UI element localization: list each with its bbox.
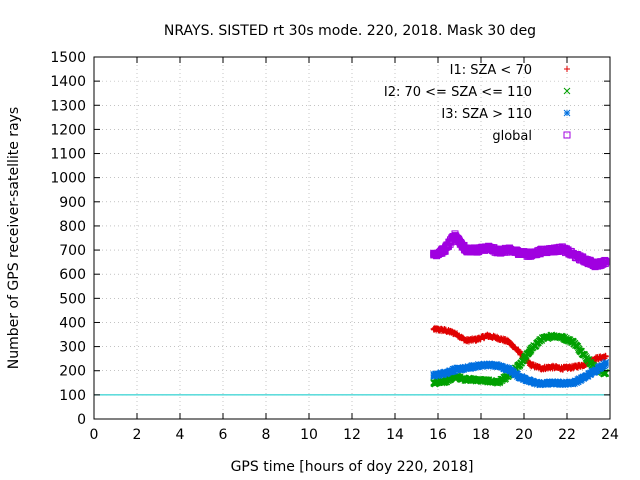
y-tick-label: 600 [59, 267, 86, 283]
x-tick-label: 24 [601, 427, 619, 443]
y-axis-label: Number of GPS receiver-satellite rays [6, 107, 22, 369]
data-point [602, 257, 610, 265]
x-tick-label: 10 [300, 427, 318, 443]
axis-ticks: 0100200300400500600700800900100011001200… [50, 50, 619, 443]
legend: I1: SZA < 70 I2: 70 <= SZA <= 110 I3: SZA … [384, 63, 571, 144]
legend-marker-2 [563, 109, 571, 117]
x-tick-label: 6 [219, 427, 228, 443]
legend-marker-3 [563, 131, 571, 139]
y-tick-label: 400 [59, 315, 86, 331]
y-tick-label: 800 [59, 219, 86, 235]
x-tick-label: 16 [429, 427, 447, 443]
series-1 [430, 331, 610, 388]
legend-label-3: global [492, 129, 532, 144]
legend-label-2: I3: SZA > 110 [441, 107, 532, 122]
chart-title: NRAYS. SISTED rt 30s mode. 220, 2018. Ma… [164, 23, 536, 39]
y-tick-label: 100 [59, 388, 86, 404]
x-tick-label: 4 [176, 427, 185, 443]
x-axis-label: GPS time [hours of doy 220, 2018] [231, 459, 474, 475]
legend-marker-0 [564, 66, 570, 72]
series-2 [430, 358, 610, 389]
y-tick-label: 0 [77, 412, 86, 428]
y-tick-label: 1400 [50, 74, 86, 90]
legend-label-0: I1: SZA < 70 [450, 63, 532, 78]
series-0 [430, 324, 609, 373]
y-tick-label: 1500 [50, 50, 86, 66]
x-tick-label: 2 [133, 427, 142, 443]
x-tick-label: 18 [472, 427, 490, 443]
series-3 [430, 230, 610, 271]
legend-marker-1 [563, 87, 571, 95]
grid-lines [94, 57, 610, 419]
y-tick-label: 1200 [50, 122, 86, 138]
data-points [430, 230, 610, 389]
x-tick-label: 22 [558, 427, 576, 443]
y-tick-label: 1300 [50, 98, 86, 114]
y-tick-label: 500 [59, 291, 86, 307]
y-tick-label: 200 [59, 364, 86, 380]
data-point [602, 352, 609, 359]
x-tick-label: 12 [343, 427, 361, 443]
x-tick-label: 14 [386, 427, 404, 443]
x-tick-label: 20 [515, 427, 533, 443]
y-tick-label: 1100 [50, 147, 86, 163]
y-tick-label: 900 [59, 195, 86, 211]
data-point [602, 358, 610, 366]
y-tick-label: 1000 [50, 171, 86, 187]
legend-label-1: I2: 70 <= SZA <= 110 [384, 85, 532, 100]
x-tick-label: 0 [90, 427, 99, 443]
y-tick-label: 700 [59, 243, 86, 259]
y-tick-label: 300 [59, 340, 86, 356]
x-tick-label: 8 [262, 427, 271, 443]
